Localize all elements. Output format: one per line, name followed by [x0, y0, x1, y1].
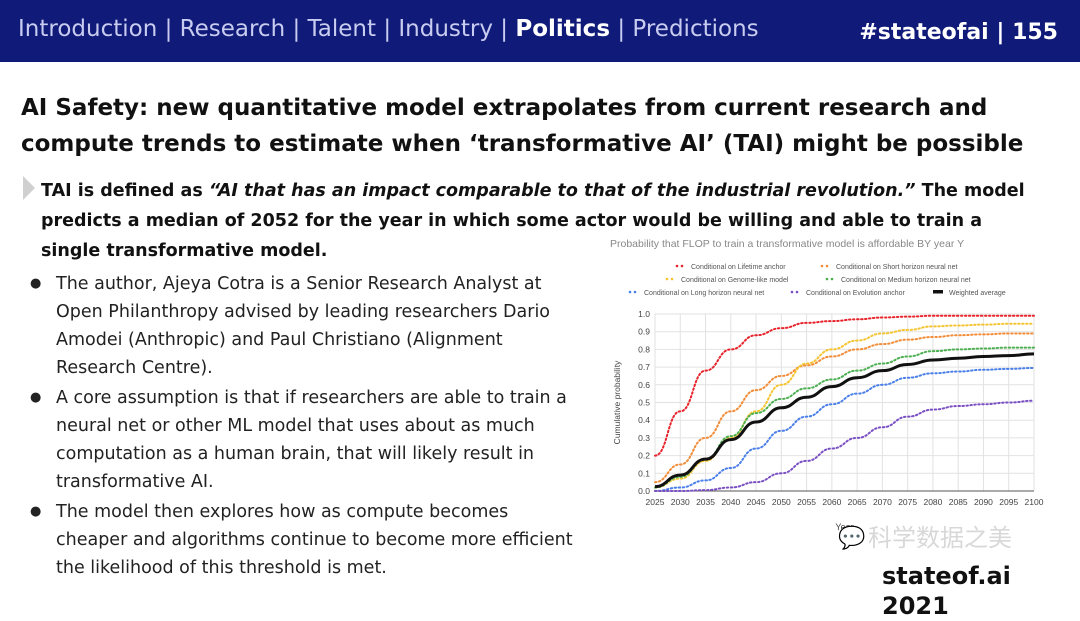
callout-text: TAI is defined as “AI that has an impact… — [41, 176, 1041, 266]
nav-separator: | — [285, 16, 308, 42]
callout-post: The model predicts a median of 2052 for … — [41, 181, 1025, 261]
x-tick-label: 2080 — [923, 497, 942, 507]
bullet-item: The model then explores how as compute b… — [30, 498, 575, 582]
legend-swatch — [933, 290, 943, 294]
probability-chart: Probability that FLOP to train a transfo… — [610, 238, 1044, 532]
x-tick-label: 2090 — [974, 497, 993, 507]
x-tick-label: 2095 — [999, 497, 1018, 507]
y-tick-label: 1.0 — [638, 309, 650, 319]
y-tick-label: 0.5 — [638, 398, 650, 408]
x-tick-label: 2060 — [822, 497, 841, 507]
y-tick-label: 0.6 — [638, 380, 650, 390]
x-tick-label: 2045 — [747, 497, 766, 507]
series-line-conditional-on-lifetime-anchor — [654, 314, 1035, 457]
legend-swatch — [675, 264, 679, 268]
legend-swatch — [628, 290, 632, 294]
y-tick-label: 0.9 — [638, 327, 650, 337]
y-axis-label: Cumulative probability — [612, 360, 622, 444]
y-tick-label: 0.1 — [638, 468, 650, 478]
legend-swatch — [795, 290, 799, 294]
legend-label: Conditional on Short horizon neural net — [836, 264, 957, 271]
nav-separator: | — [493, 16, 516, 42]
x-tick-label: 2025 — [646, 497, 665, 507]
callout-quote: “AI that has an impact comparable to tha… — [208, 181, 916, 201]
series-line-conditional-on-evolution-anchor — [654, 399, 1035, 492]
bullet-list: The author, Ajeya Cotra is a Senior Rese… — [30, 270, 575, 584]
page-tag: #stateofai | 155 — [859, 20, 1058, 45]
nav-industry[interactable]: Industry — [398, 16, 493, 42]
x-tick-label: 2040 — [721, 497, 740, 507]
y-tick-label: 0.8 — [638, 344, 650, 354]
legend-swatch — [825, 277, 829, 281]
watermark: 科学数据之美 — [868, 524, 1012, 552]
x-tick-label: 2085 — [949, 497, 968, 507]
legend-label: Conditional on Lifetime anchor — [691, 264, 786, 271]
legend-swatch — [820, 264, 824, 268]
nav-separator: | — [610, 16, 633, 42]
slide-title: AI Safety: new quantitative model extrap… — [21, 95, 1024, 157]
legend-label: Conditional on Long horizon neural net — [644, 290, 764, 297]
bullet-item: The author, Ajeya Cotra is a Senior Rese… — [30, 270, 575, 382]
section-nav: Introduction | Research | Talent | Indus… — [18, 16, 759, 42]
nav-talent[interactable]: Talent — [307, 16, 377, 42]
nav-research[interactable]: Research — [179, 16, 286, 42]
y-tick-label: 0.7 — [638, 362, 650, 372]
legend-swatch — [665, 277, 669, 281]
x-tick-label: 2075 — [898, 497, 917, 507]
x-tick-label: 2070 — [873, 497, 892, 507]
series-line-weighted-average — [654, 352, 1035, 489]
nav-separator: | — [376, 16, 399, 42]
legend-swatch — [680, 264, 684, 268]
y-tick-label: 0.4 — [638, 415, 650, 425]
legend-swatch — [790, 290, 794, 294]
header-bar: Introduction | Research | Talent | Indus… — [0, 0, 1080, 62]
nav-predictions[interactable]: Predictions — [632, 16, 759, 42]
series-line-conditional-on-medium-horizon-neural-net — [654, 346, 1035, 489]
series-line-conditional-on-long-horizon-neural-net — [654, 366, 1035, 492]
y-tick-label: 0.2 — [638, 451, 650, 461]
x-tick-label: 2050 — [772, 497, 791, 507]
callout-arrow-icon — [23, 176, 35, 200]
nav-politics[interactable]: Politics — [515, 16, 611, 42]
legend-label: Weighted average — [949, 290, 1006, 297]
x-tick-label: 2055 — [797, 497, 816, 507]
legend-swatch — [830, 277, 834, 281]
legend-label: Conditional on Medium horizon neural net — [841, 277, 971, 284]
x-tick-label: 2035 — [696, 497, 715, 507]
nav-introduction[interactable]: Introduction — [18, 16, 158, 42]
bullet-item: A core assumption is that if researchers… — [30, 384, 575, 496]
footer-brand: stateof.ai 2021 — [882, 562, 1011, 620]
series-line-conditional-on-short-horizon-neural-net — [654, 332, 1035, 484]
callout-pre: TAI is defined as — [41, 181, 209, 201]
legend-label: Conditional on Evolution anchor — [806, 290, 906, 297]
x-axis-label: Year — [835, 522, 853, 532]
x-tick-label: 2100 — [1025, 497, 1044, 507]
legend-swatch — [670, 277, 674, 281]
y-tick-label: 0.3 — [638, 433, 650, 443]
chart-title: Probability that FLOP to train a transfo… — [610, 238, 964, 250]
legend-swatch — [825, 264, 829, 268]
legend-label: Conditional on Genome-like model — [681, 277, 789, 284]
x-tick-label: 2030 — [671, 497, 690, 507]
nav-separator: | — [157, 16, 180, 42]
x-tick-label: 2065 — [848, 497, 867, 507]
y-tick-label: 0.0 — [638, 486, 650, 496]
wechat-icon: 💬 — [838, 526, 866, 551]
legend-swatch — [633, 290, 637, 294]
